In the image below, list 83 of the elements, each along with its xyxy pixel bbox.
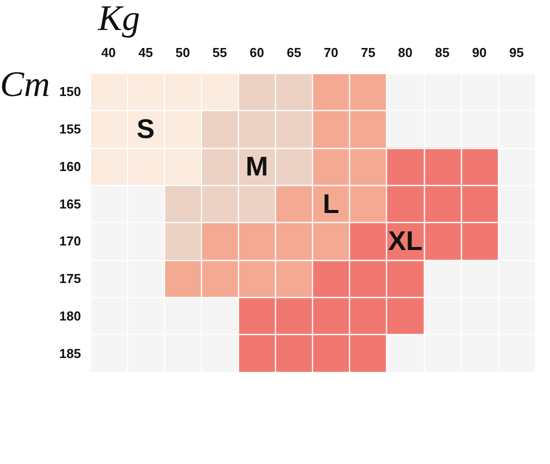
x-tick-label: 60	[250, 45, 264, 60]
point	[275, 297, 312, 335]
point	[164, 185, 202, 222]
point	[90, 73, 128, 110]
point	[312, 110, 350, 148]
point	[238, 185, 276, 222]
x-tick-label: 85	[435, 45, 450, 60]
x-tick-label: 80	[398, 45, 412, 60]
annotation: L	[322, 188, 340, 219]
point	[201, 110, 238, 148]
point	[201, 148, 238, 186]
point	[127, 148, 164, 186]
point	[312, 222, 350, 260]
point	[275, 222, 312, 260]
point	[127, 73, 164, 110]
x-axis-title: Kg	[97, 0, 140, 38]
annotation: S	[136, 114, 155, 144]
point	[238, 73, 276, 110]
y-tick-label: 165	[59, 196, 81, 212]
point	[275, 185, 312, 222]
point	[312, 334, 350, 372]
x-tick-label: 40	[101, 45, 116, 60]
point	[201, 73, 238, 110]
point	[386, 148, 424, 186]
point	[460, 148, 498, 186]
point	[164, 148, 202, 186]
y-tick-label: 155	[59, 122, 81, 137]
y-tick-label: 175	[59, 271, 81, 286]
point	[312, 148, 350, 186]
point	[386, 297, 424, 335]
point	[238, 260, 276, 298]
point	[275, 334, 312, 372]
point	[350, 110, 387, 148]
y-axis-title: Cm	[0, 64, 50, 104]
point	[460, 222, 498, 260]
point	[312, 73, 350, 110]
x-tick-label: 45	[138, 45, 153, 60]
point	[350, 148, 387, 186]
point	[312, 260, 350, 298]
point	[164, 222, 202, 260]
point	[275, 110, 312, 148]
point	[350, 185, 387, 222]
point	[164, 73, 202, 110]
point	[350, 297, 387, 335]
point	[424, 185, 461, 222]
point	[238, 110, 276, 148]
point	[424, 148, 461, 186]
point	[90, 148, 128, 186]
point	[350, 334, 387, 372]
point	[350, 73, 387, 110]
point	[90, 110, 128, 148]
point	[386, 260, 424, 298]
point	[460, 185, 498, 222]
x-tick-label: 55	[212, 45, 228, 60]
point	[275, 73, 312, 110]
x-tick-label: 70	[324, 45, 338, 60]
y-tick-label: 180	[59, 308, 81, 324]
point	[238, 222, 276, 260]
point	[238, 297, 276, 335]
y-tick-label: 160	[59, 158, 81, 174]
annotation: XL	[388, 226, 422, 256]
point	[201, 260, 238, 298]
point	[350, 222, 387, 260]
point	[164, 110, 202, 148]
y-tick-label: 185	[59, 346, 81, 361]
x-tick-label: 50	[175, 45, 190, 60]
y-tick-label: 150	[59, 84, 81, 100]
point	[275, 148, 312, 186]
y-tick-label: 170	[59, 234, 81, 249]
annotation: M	[246, 151, 268, 182]
x-tick-label: 65	[286, 45, 302, 60]
x-tick-label: 95	[509, 45, 524, 60]
x-tick-label: 75	[360, 45, 376, 60]
point	[386, 185, 424, 222]
point	[201, 222, 238, 260]
point	[201, 185, 238, 222]
point	[350, 260, 387, 298]
point	[164, 260, 202, 298]
point	[312, 297, 350, 335]
x-tick-label: 90	[472, 45, 487, 60]
point	[238, 334, 276, 372]
point	[275, 260, 312, 298]
point	[424, 222, 461, 260]
